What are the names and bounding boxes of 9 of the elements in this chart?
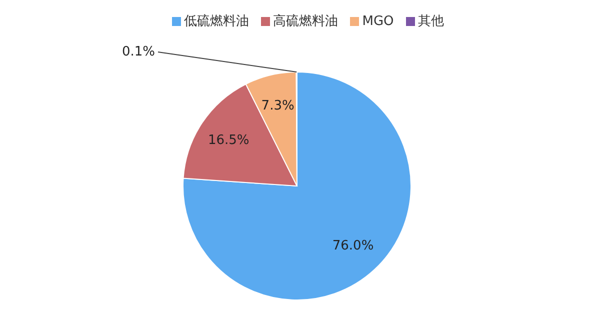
- legend-label: 其他: [418, 13, 444, 30]
- legend-label: MGO: [362, 14, 394, 28]
- data-label: 16.5%: [208, 133, 250, 148]
- data-label: 76.0%: [332, 238, 374, 254]
- data-label: 0.1%: [122, 44, 155, 60]
- legend-label: 低硫燃料油: [184, 13, 250, 30]
- legend-label: 高硫燃料油: [273, 13, 338, 30]
- pie-slice: [182, 72, 412, 300]
- data-label: 7.3%: [261, 98, 294, 114]
